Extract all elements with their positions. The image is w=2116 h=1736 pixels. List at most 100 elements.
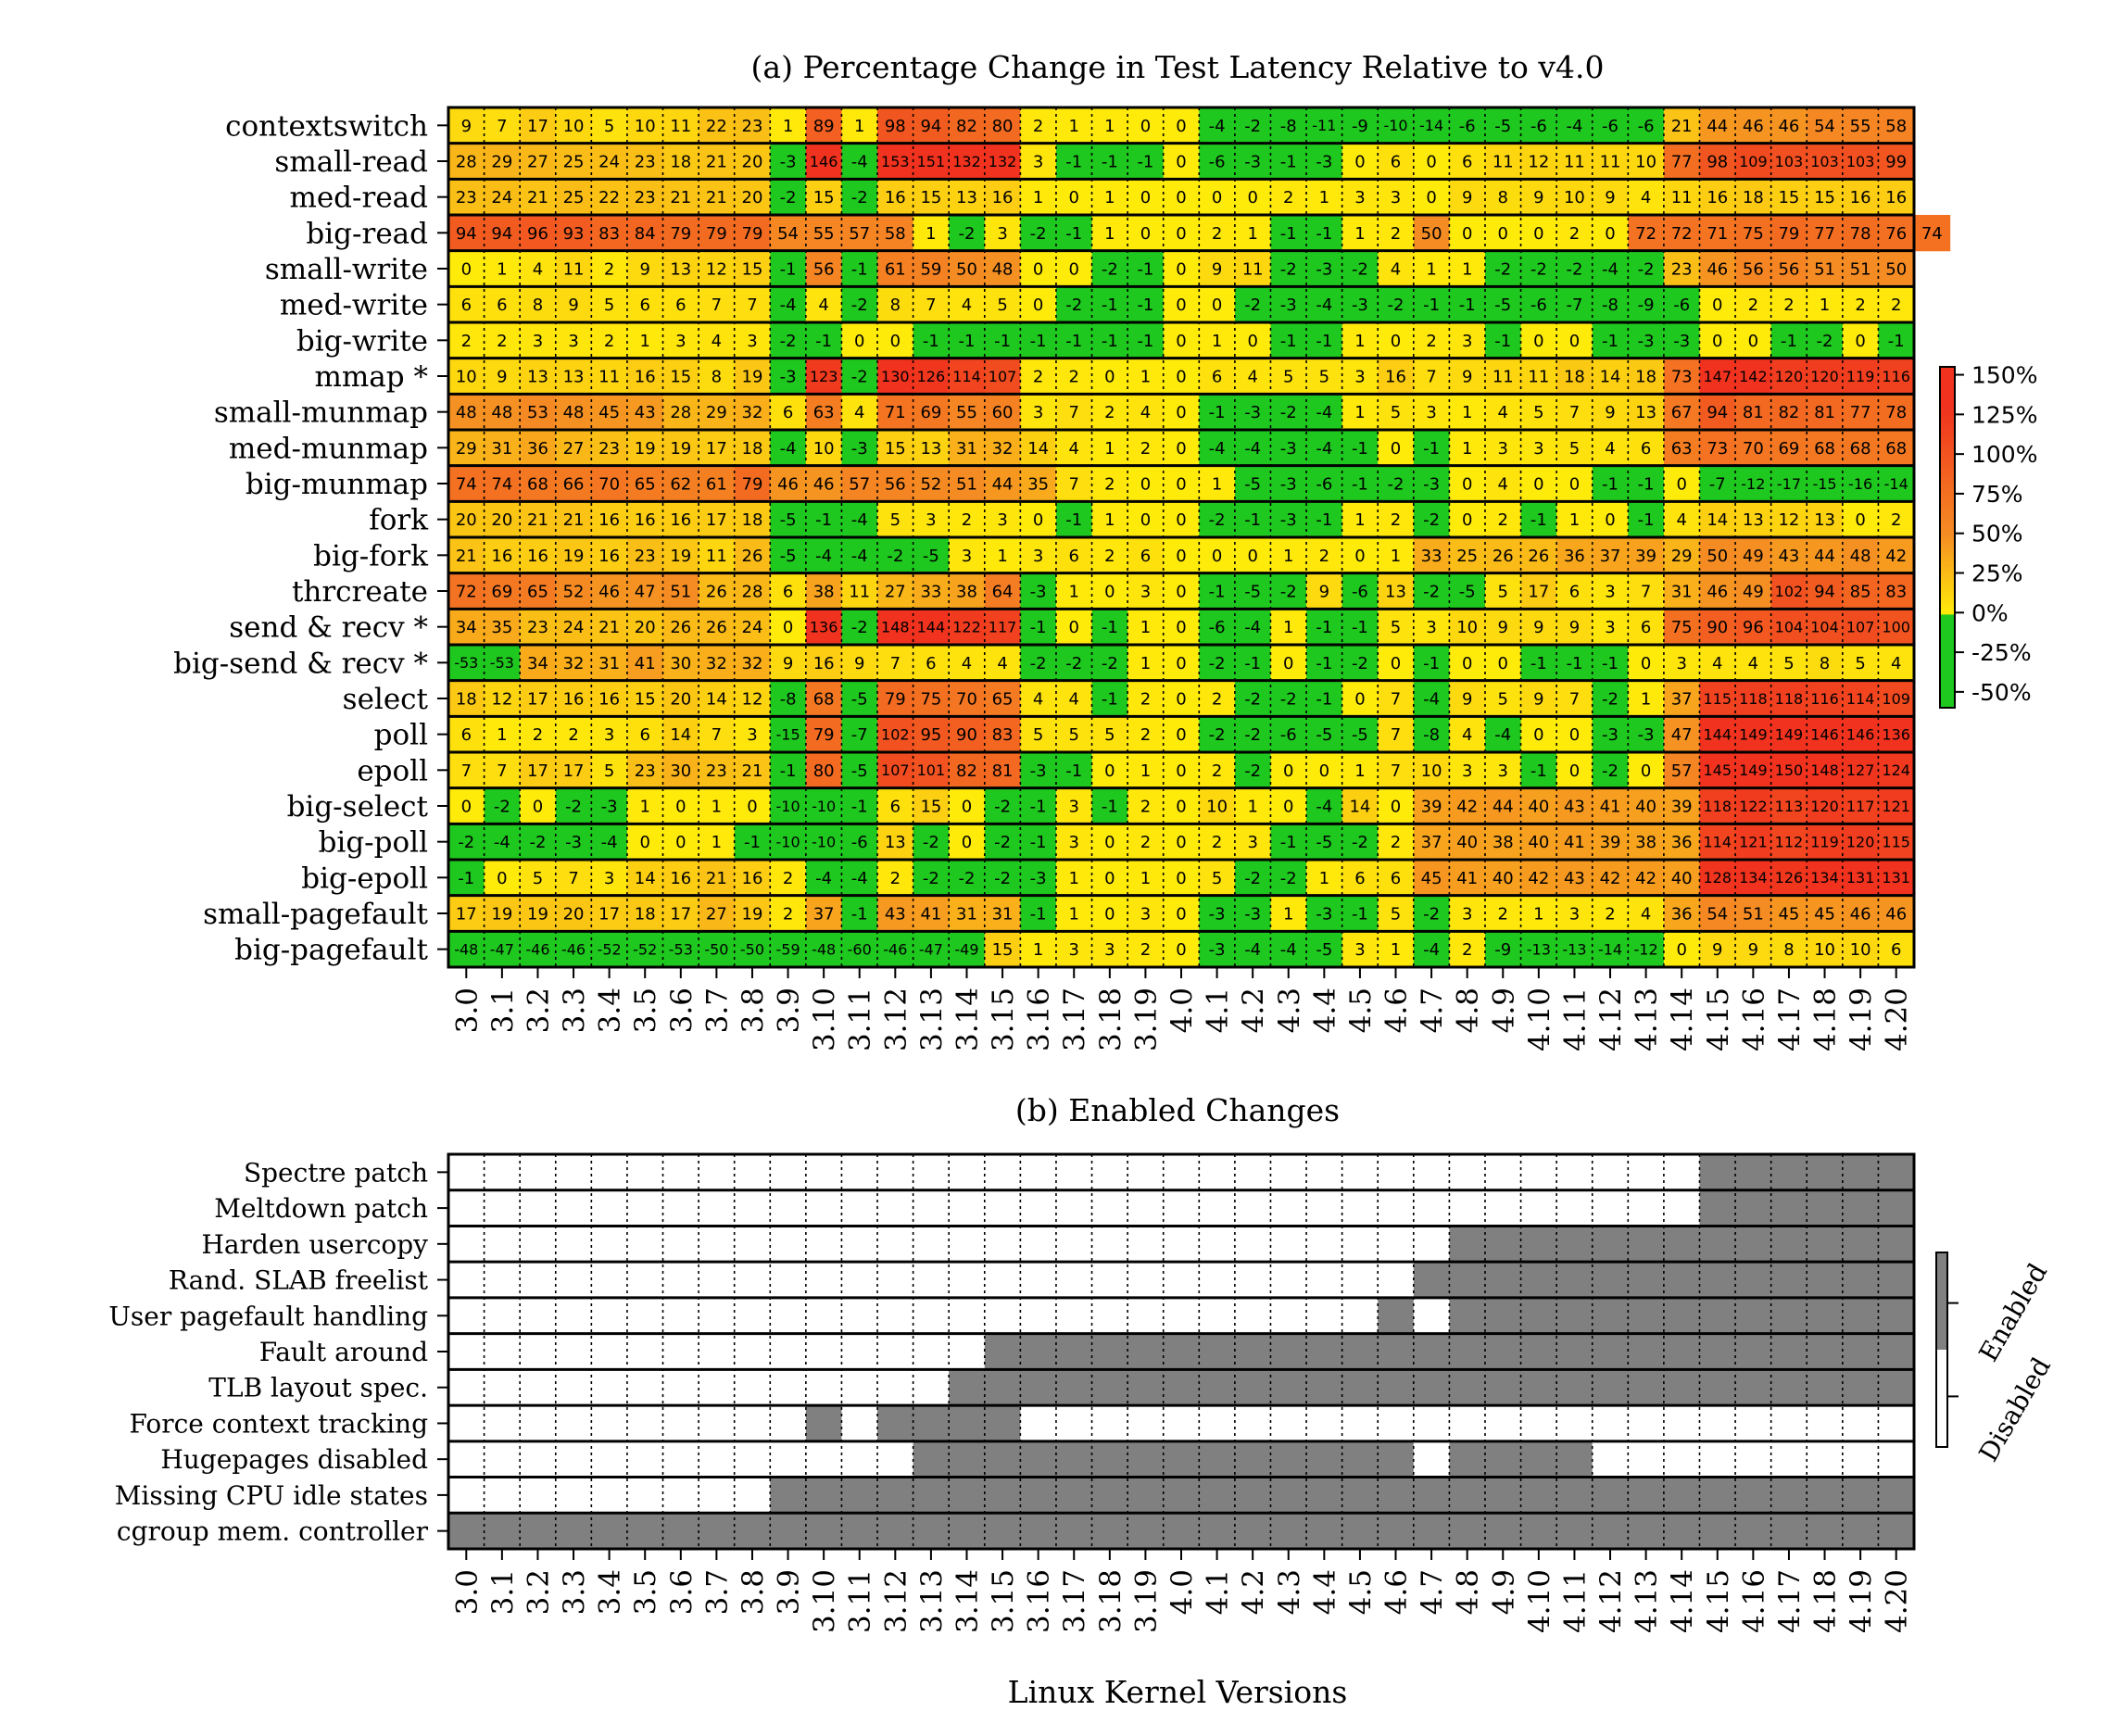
- heatmap-cell: [1163, 537, 1200, 574]
- heatmap-cell-value: 23: [527, 618, 548, 637]
- heatmap-cell: [1413, 394, 1450, 431]
- heatmap-cell-value: 6: [926, 654, 936, 673]
- row-label: epoll: [357, 754, 428, 787]
- heatmap-cell-value: -5: [923, 547, 939, 566]
- change-cell-disabled: [1234, 1405, 1272, 1442]
- change-cell-enabled: [1735, 1513, 1772, 1550]
- heatmap-cell: [699, 250, 736, 287]
- heatmap-cell-value: 2: [568, 725, 578, 745]
- heatmap-cell-value: -6: [1209, 152, 1226, 171]
- heatmap-cell-value: 1: [1212, 474, 1222, 494]
- heatmap-cell-value: 1: [1104, 439, 1115, 459]
- heatmap-cell-value: 54: [777, 224, 799, 244]
- heatmap-cell-value: 15: [1814, 188, 1835, 208]
- heatmap-cell-value: -1: [1316, 224, 1332, 244]
- heatmap-cell: [1770, 394, 1807, 431]
- change-cell-disabled: [1199, 1262, 1236, 1299]
- change-cell-disabled: [1199, 1226, 1236, 1263]
- heatmap-cell-value: 21: [563, 510, 585, 530]
- heatmap-cell: [1592, 860, 1629, 897]
- heatmap-cell-value: 72: [1635, 224, 1656, 244]
- heatmap-cell-value: -1: [1280, 152, 1297, 171]
- change-cell-enabled: [1592, 1333, 1629, 1370]
- heatmap-cell-value: 103: [1846, 153, 1875, 170]
- heatmap-cell: [448, 824, 485, 861]
- heatmap-cell: [805, 143, 843, 180]
- heatmap-cell: [841, 250, 878, 287]
- heatmap-cell: [484, 860, 521, 897]
- change-cell-disabled: [1378, 1154, 1415, 1191]
- change-cell-enabled: [1842, 1369, 1880, 1406]
- heatmap-cell: [591, 752, 628, 789]
- heatmap-cell: [1091, 107, 1128, 145]
- heatmap-cell: [1270, 537, 1307, 574]
- heatmap-cell-value: 3: [604, 869, 614, 888]
- heatmap-cell-value: -2: [1566, 259, 1582, 279]
- heatmap-cell-value: 8: [1783, 940, 1794, 960]
- heatmap-cell-value: 3: [1605, 618, 1615, 637]
- heatmap-cell-value: 46: [777, 474, 799, 494]
- heatmap-cell: [1449, 179, 1486, 216]
- heatmap-cell-value: -47: [919, 940, 943, 958]
- heatmap-cell-value: 3: [1354, 188, 1365, 208]
- heatmap-cell: [1807, 179, 1844, 216]
- heatmap-cell: [1520, 394, 1557, 431]
- x-tick-label: 4.12: [1594, 988, 1628, 1051]
- heatmap-cell: [1807, 931, 1844, 968]
- heatmap-cell: [734, 394, 771, 431]
- change-cell-enabled: [1807, 1154, 1844, 1191]
- heatmap-cell-value: 1: [1354, 761, 1365, 781]
- heatmap-cell-value: -12: [1634, 940, 1658, 958]
- heatmap-cell-value: -3: [1030, 582, 1047, 601]
- change-cell-enabled: [1663, 1226, 1701, 1263]
- heatmap-cell-value: 80: [813, 761, 835, 781]
- heatmap-cell: [913, 215, 950, 252]
- heatmap-cell-value: 1: [1641, 689, 1651, 709]
- heatmap-cell: [699, 752, 736, 789]
- heatmap-cell-value: 62: [670, 474, 691, 494]
- heatmap-cell-value: 6: [1354, 869, 1365, 888]
- change-cell-disabled: [626, 1154, 664, 1191]
- heatmap-cell: [1520, 430, 1557, 467]
- heatmap-cell: [1592, 430, 1629, 467]
- heatmap-cell-value: 28: [670, 403, 691, 422]
- heatmap-cell: [1270, 609, 1307, 646]
- colorbar-segment: [1940, 659, 1955, 663]
- x-tick-label: 3.5: [629, 1569, 662, 1615]
- heatmap-cell: [949, 501, 986, 538]
- x-tick-label: 4.16: [1737, 1569, 1770, 1633]
- heatmap-cell: [1234, 430, 1272, 467]
- heatmap-cell-value: 0: [1676, 940, 1686, 960]
- heatmap-cell-value: 38: [813, 582, 835, 601]
- change-cell-disabled: [591, 1440, 628, 1478]
- heatmap-cell: [913, 824, 950, 861]
- heatmap-cell-value: 2: [1212, 689, 1222, 709]
- x-tick-label: 4.15: [1702, 988, 1735, 1051]
- heatmap-cell-value: -4: [1244, 618, 1261, 637]
- heatmap-cell-value: 79: [706, 224, 727, 244]
- heatmap-cell: [913, 358, 950, 395]
- x-tick-label: 3.12: [879, 1569, 913, 1633]
- change-cell-disabled: [1378, 1262, 1415, 1299]
- heatmap-cell-value: -3: [1316, 259, 1332, 279]
- heatmap-cell-value: -17: [1777, 475, 1801, 493]
- heatmap-cell: [949, 143, 986, 180]
- change-cell-enabled: [1628, 1333, 1665, 1370]
- heatmap-cell-value: -4: [1423, 940, 1440, 960]
- row-label: small-read: [274, 145, 428, 179]
- change-cell-disabled: [770, 1440, 807, 1478]
- heatmap-cell-value: 16: [813, 654, 835, 673]
- heatmap-cell-value: 13: [885, 833, 906, 852]
- heatmap-cell: [1628, 645, 1665, 682]
- heatmap-cell-value: 54: [1707, 904, 1728, 924]
- heatmap-cell: [949, 645, 986, 682]
- heatmap-cell: [1663, 572, 1701, 610]
- heatmap-cell-value: 2: [1891, 296, 1901, 315]
- heatmap-cell-value: -1: [1030, 833, 1047, 852]
- heatmap-cell: [1091, 572, 1128, 610]
- change-cell-disabled: [1091, 1154, 1128, 1191]
- heatmap-cell: [1163, 645, 1200, 682]
- x-tick-label: 4.12: [1594, 1569, 1628, 1633]
- heatmap-cell-value: 3: [1569, 904, 1580, 924]
- heatmap-cell: [1842, 250, 1880, 287]
